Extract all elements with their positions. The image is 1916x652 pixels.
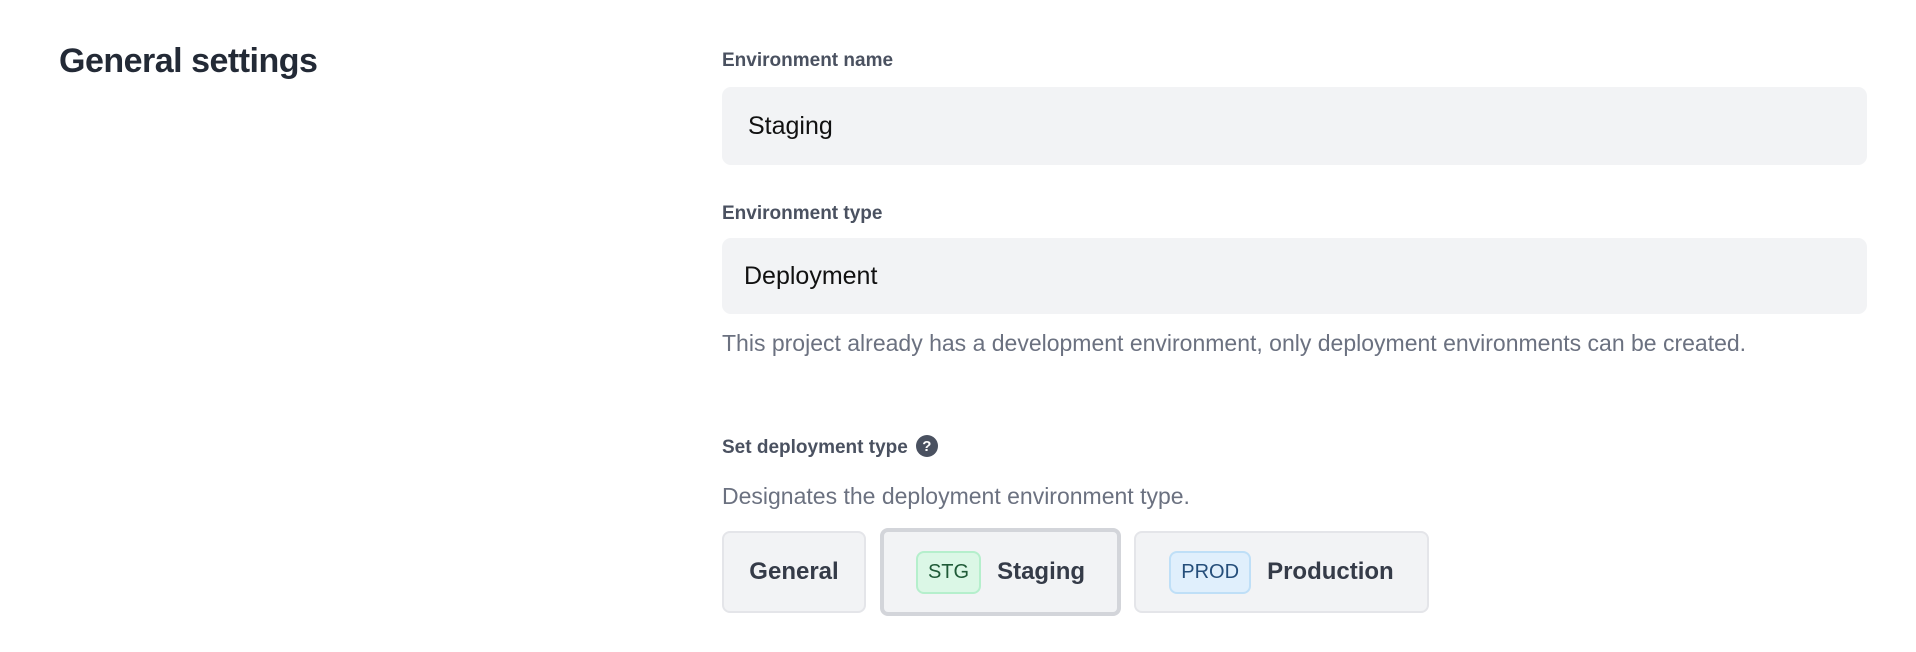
environment-name-input[interactable]: Staging xyxy=(722,87,1867,165)
stg-badge: STG xyxy=(915,550,982,594)
prod-badge: PROD xyxy=(1169,550,1252,594)
deployment-type-general-button[interactable]: General xyxy=(722,531,866,613)
question-circle-icon[interactable]: ? xyxy=(915,435,938,457)
section-title: General settings xyxy=(59,42,318,80)
environment-name-label: Environment name xyxy=(722,50,894,71)
environment-type-label: Environment type xyxy=(722,203,883,224)
option-label: Production xyxy=(1267,558,1394,585)
deployment-type-staging-button[interactable]: STG Staging xyxy=(880,528,1121,616)
environment-type-help: This project already has a development e… xyxy=(722,330,1747,356)
deployment-type-label-row: Set deployment type? xyxy=(722,435,938,459)
deployment-type-label: Set deployment type xyxy=(722,437,908,459)
option-label: Staging xyxy=(997,558,1086,585)
environment-type-select[interactable]: Deployment xyxy=(722,238,1867,314)
deployment-type-description: Designates the deployment environment ty… xyxy=(722,483,1190,509)
option-label: General xyxy=(749,558,839,585)
deployment-type-production-button[interactable]: PROD Production xyxy=(1134,531,1429,613)
